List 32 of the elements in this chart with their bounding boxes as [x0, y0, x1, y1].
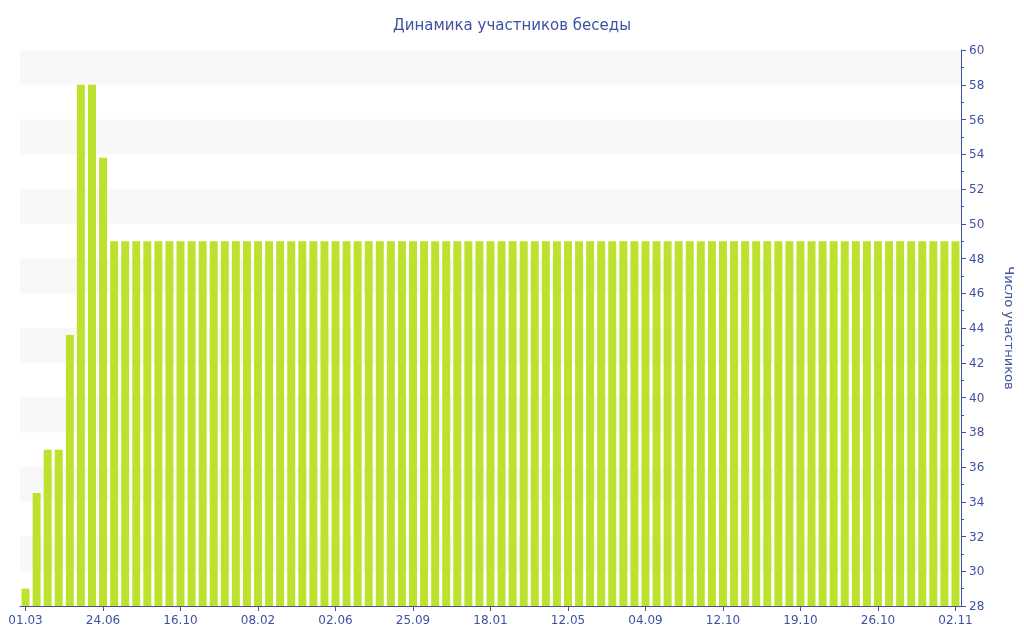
x-tick-label: 16.10: [163, 613, 198, 627]
y-tick-label: 50: [969, 216, 985, 231]
chart-title: Динамика участников беседы: [392, 15, 632, 34]
y-tick-label: 30: [969, 564, 985, 579]
y-tick-label: 40: [969, 390, 985, 405]
x-tick-label: 12.05: [550, 613, 586, 627]
y-tick-label: 58: [969, 77, 985, 92]
x-tick-label: 02.06: [318, 613, 353, 627]
x-tick-label: 19.10: [783, 613, 818, 627]
y-tick-label: 32: [969, 529, 985, 544]
x-tick-label: 25.09: [395, 613, 431, 627]
x-tick-label: 12.10: [705, 613, 741, 627]
x-tick-label: 24.06: [85, 613, 121, 627]
y-tick-label: 60: [969, 43, 985, 57]
y-tick-label: 44: [969, 321, 985, 335]
y-axis-title: Число участников: [1002, 266, 1017, 390]
y-tick-label: 46: [969, 286, 985, 301]
y-tick-label: 42: [969, 355, 985, 370]
y-tick-label: 34: [969, 494, 985, 509]
x-tick-label: 08.02: [240, 613, 276, 627]
x-tick-label: 01.03: [8, 613, 43, 627]
y-tick-label: 56: [969, 112, 985, 127]
y-tick-label: 38: [969, 425, 985, 440]
x-tick-label: 02.11: [938, 613, 973, 627]
y-tick-label: 52: [969, 182, 985, 196]
y-tick-label: 54: [969, 147, 985, 162]
x-tick-label: 04.09: [628, 613, 663, 627]
y-tick-label: 36: [969, 460, 985, 474]
x-tick-label: 18.01: [473, 613, 508, 627]
x-tick-label: 26.10: [860, 613, 896, 627]
y-tick-label: 28: [969, 599, 985, 613]
y-tick-label: 48: [969, 251, 985, 266]
